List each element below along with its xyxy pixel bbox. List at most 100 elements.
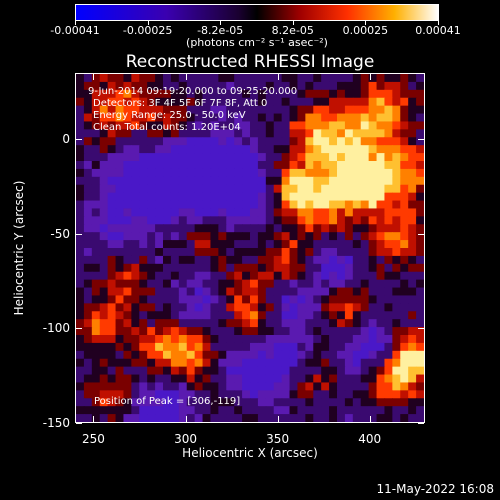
heatmap-cell	[257, 74, 267, 83]
heatmap-cell	[123, 137, 132, 146]
heatmap-cell	[139, 406, 148, 415]
heatmap-cell	[76, 327, 85, 336]
heatmap-cell	[289, 406, 299, 415]
heatmap-cell	[242, 232, 251, 241]
heatmap-cell	[384, 176, 393, 186]
plot-title: Reconstructed RHESSI Image	[125, 52, 375, 72]
heatmap-cell	[76, 137, 85, 146]
heatmap-cell	[392, 319, 401, 328]
heatmap-cell	[321, 97, 330, 107]
heatmap-cell	[368, 358, 378, 368]
heatmap-cell	[123, 390, 132, 399]
heatmap-cell	[368, 105, 378, 115]
heatmap-cell	[416, 121, 424, 130]
heatmap-cell	[115, 255, 125, 265]
heatmap-cell	[107, 240, 117, 249]
heatmap-cell	[376, 271, 386, 281]
y-tick-mark	[76, 423, 82, 424]
heatmap-cell	[139, 366, 148, 376]
heatmap-cell	[218, 358, 227, 368]
heatmap-cell	[76, 350, 85, 360]
heatmap-cell	[321, 303, 330, 312]
heatmap-cell	[115, 311, 125, 320]
heatmap-cell	[242, 366, 251, 376]
heatmap-cell	[202, 232, 212, 241]
heatmap-cell	[313, 168, 322, 178]
heatmap-cell	[139, 358, 148, 368]
heatmap-cell	[281, 342, 291, 352]
heatmap-cell	[360, 303, 370, 312]
heatmap-cell	[218, 335, 227, 344]
heatmap-cell	[139, 271, 148, 281]
heatmap-cell	[91, 358, 101, 368]
heatmap-cell	[123, 358, 132, 368]
heatmap-cell	[234, 398, 243, 407]
heatmap-cell	[226, 295, 235, 304]
heatmap-cell	[250, 303, 259, 312]
heatmap-cell	[234, 374, 243, 384]
heatmap-cell	[226, 184, 235, 194]
heatmap-cell	[352, 97, 362, 107]
heatmap-cell	[163, 358, 172, 368]
heatmap-cell	[170, 366, 180, 376]
heatmap-cell	[202, 192, 212, 202]
heatmap-cell	[242, 129, 251, 138]
heatmap-cell	[194, 366, 204, 376]
heatmap-cell	[337, 319, 346, 328]
heatmap-cell	[392, 97, 401, 107]
heatmap-cell	[360, 81, 370, 91]
heatmap-cell	[194, 311, 204, 320]
heatmap-cell	[337, 113, 346, 123]
heatmap-cell	[297, 224, 306, 233]
heatmap-cell	[337, 287, 346, 297]
heatmap-cell	[376, 208, 386, 217]
heatmap-cell	[139, 153, 148, 162]
heatmap-cell	[344, 129, 354, 138]
x-axis-label: Heliocentric X (arcsec)	[182, 446, 318, 460]
heatmap-cell	[210, 398, 219, 407]
heatmap-cell	[416, 224, 424, 233]
heatmap-cell	[91, 74, 101, 83]
heatmap-cell	[76, 97, 85, 107]
heatmap-cell	[76, 161, 85, 170]
heatmap-cell	[147, 113, 156, 123]
heatmap-cell	[91, 366, 101, 376]
heatmap-cell	[265, 406, 275, 415]
heatmap-cell	[281, 184, 291, 194]
heatmap-cell	[376, 81, 386, 91]
heatmap-cell	[186, 327, 196, 336]
heatmap-cell	[91, 105, 101, 115]
heatmap-cell	[273, 295, 283, 304]
heatmap-cell	[218, 224, 227, 233]
heatmap-cell	[368, 414, 378, 422]
heatmap-cell	[344, 327, 354, 336]
heatmap-cell	[186, 398, 196, 407]
heatmap-cell	[352, 414, 362, 422]
heatmap-cell	[273, 192, 283, 202]
heatmap-cell	[313, 224, 322, 233]
heatmap-cell	[234, 113, 243, 123]
heatmap-cell	[83, 374, 93, 384]
heatmap-cell	[83, 176, 93, 186]
heatmap-cell	[194, 319, 204, 328]
heatmap-cell	[384, 168, 393, 178]
heatmap-cell	[313, 390, 322, 399]
heatmap-cell	[186, 374, 196, 384]
heatmap-cell	[313, 406, 322, 415]
heatmap-cell	[265, 255, 275, 265]
heatmap-cell	[210, 161, 219, 170]
heatmap-cell	[313, 295, 322, 304]
heatmap-cell	[329, 97, 338, 107]
heatmap-cell	[257, 414, 267, 422]
heatmap-cell	[344, 168, 354, 178]
heatmap-cell	[210, 145, 219, 154]
heatmap-cell	[329, 382, 338, 391]
heatmap-cell	[91, 97, 101, 107]
heatmap-cell	[281, 319, 291, 328]
heatmap-cell	[131, 303, 140, 312]
heatmap-cell	[352, 303, 362, 312]
heatmap-cell	[344, 366, 354, 376]
heatmap-cell	[178, 390, 188, 399]
heatmap-cell	[250, 97, 259, 107]
heatmap-cell	[329, 105, 338, 115]
